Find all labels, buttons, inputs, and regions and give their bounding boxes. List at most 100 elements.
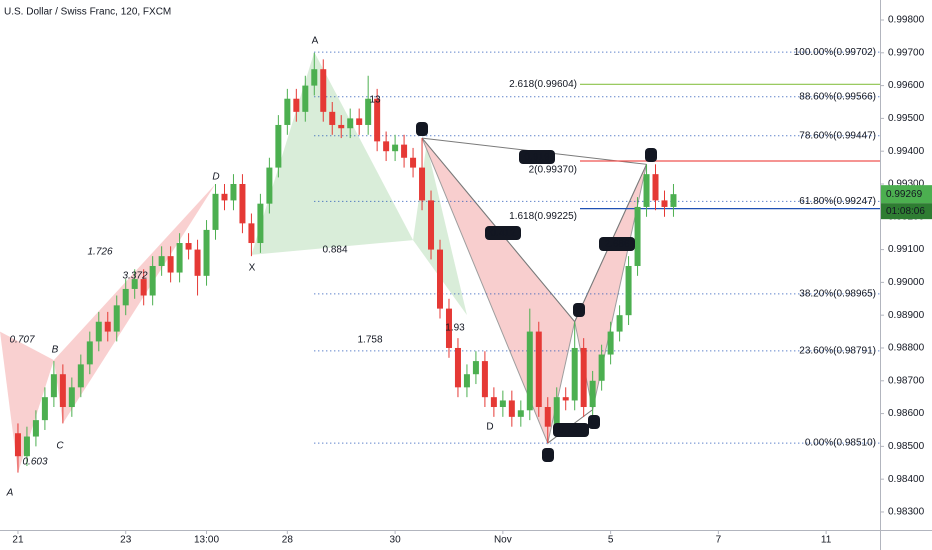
x-tick-label: 30: [390, 535, 402, 546]
x-tick-label: 21: [12, 535, 24, 546]
pattern-label-box: [542, 448, 554, 462]
candle-body: [508, 400, 515, 417]
candle-body: [149, 265, 156, 296]
pattern-label: D: [212, 172, 219, 183]
candle-body: [454, 347, 461, 388]
candle-body: [50, 374, 57, 398]
candle-body: [158, 256, 165, 266]
candle-body: [598, 354, 605, 381]
y-tick-label: 0.99600: [888, 80, 925, 91]
y-tick-label: 0.99400: [888, 146, 925, 157]
plot-area: 2.618(0.99604) 2(0.99370) 1.618(0.99225) 10…: [0, 36, 880, 499]
pattern-label-box: [553, 423, 589, 437]
extension-label: 2(0.99370): [529, 165, 577, 176]
candle-body: [365, 98, 372, 125]
pattern-label: X: [419, 124, 426, 135]
candle-body: [499, 400, 506, 408]
y-tick-label: 0.99700: [888, 47, 925, 58]
pattern-label: 0.412: [490, 228, 515, 239]
candle-body: [32, 420, 39, 437]
candle-body: [41, 397, 48, 421]
candle-body: [401, 144, 408, 158]
candle-body: [23, 436, 30, 457]
candle-body: [571, 347, 578, 401]
fib-level-label: 61.80%(0.99247): [799, 196, 876, 207]
candle-body: [329, 111, 336, 125]
candle-body: [104, 321, 111, 332]
pattern-triangle: [53, 183, 216, 424]
pattern-label: D: [486, 422, 493, 433]
pattern-label: X: [249, 263, 256, 274]
candle-body: [562, 397, 569, 401]
candle-body: [517, 410, 524, 417]
y-tick-label: 0.99500: [888, 113, 925, 124]
axes: 0.99800 0.99700 0.99600 0.99500 0.99400 0.993…: [12, 15, 932, 546]
pattern-label: 0.731: [558, 425, 583, 436]
pattern-label-box: [599, 237, 635, 251]
current-price-label: 0.99269: [886, 189, 923, 200]
pattern-label-box: [519, 150, 555, 164]
candle-body: [472, 361, 479, 375]
candle-body: [194, 249, 201, 276]
pattern-label: A: [312, 36, 319, 47]
x-tick-label: 7: [716, 535, 722, 546]
candle-body: [437, 249, 443, 309]
candle-body: [652, 174, 659, 201]
y-tick-label: 0.98300: [888, 507, 925, 518]
extension-label: 2.618(0.99604): [509, 79, 577, 90]
candle-body: [553, 397, 560, 427]
y-tick-label: 0.98800: [888, 343, 925, 354]
pattern-label-box: [416, 122, 428, 136]
current-price-box: [881, 185, 932, 204]
candle-body: [580, 347, 587, 408]
candle-body: [616, 315, 623, 332]
candle-body: [185, 243, 192, 250]
x-tick-label: 11: [821, 535, 832, 546]
y-tick-label: 0.99100: [888, 244, 925, 255]
candle-body: [77, 364, 84, 388]
candle-body: [490, 397, 497, 408]
candle-body: [410, 157, 417, 168]
candle-body: [239, 183, 246, 224]
fib-level-label: 38.20%(0.98965): [799, 289, 876, 300]
candle-body: [86, 341, 93, 365]
candle-body: [221, 193, 228, 201]
candle-body: [113, 305, 120, 332]
fib-level-label: 78.60%(0.99447): [799, 130, 876, 141]
pattern-label: 0.707: [9, 335, 34, 346]
pattern-label: B: [52, 345, 59, 356]
fib-level-label: 23.60%(0.98791): [799, 346, 876, 357]
candle-body: [266, 167, 273, 204]
candle-body: [625, 265, 632, 316]
candle-body: [167, 256, 174, 273]
candle-body: [670, 194, 677, 207]
pattern-label: 0.919: [524, 152, 549, 163]
pattern-triangle: [0, 331, 54, 473]
candle-body: [661, 200, 668, 207]
extension-label: 1.618(0.99225): [509, 211, 577, 222]
candle-body: [481, 361, 488, 398]
candle-body: [122, 288, 129, 306]
fib-level-label: 0.00%(0.98510): [805, 438, 876, 449]
candle-body: [320, 69, 327, 112]
pattern-label: 0.603: [22, 457, 47, 468]
candle-body: [14, 433, 21, 457]
pattern-label: 1.726: [87, 247, 112, 258]
candle-body: [383, 141, 390, 152]
pattern-triangle: [251, 52, 414, 255]
candle-body: [248, 223, 255, 244]
candle-body: [257, 203, 264, 244]
pattern-label-box: [573, 303, 585, 317]
y-tick-label: 0.98400: [888, 474, 925, 485]
x-tick-label: 13:00: [194, 535, 219, 546]
pattern-label: B: [576, 305, 583, 316]
candle-body: [634, 206, 641, 266]
fib-level-label: 88.60%(0.99566): [799, 91, 876, 102]
candle-body: [347, 118, 354, 129]
candle-body: [374, 98, 381, 142]
candle-body: [526, 331, 533, 411]
candle-body: [311, 69, 318, 86]
candle-body: [589, 380, 596, 408]
pattern-label: 2.686: [604, 239, 629, 250]
